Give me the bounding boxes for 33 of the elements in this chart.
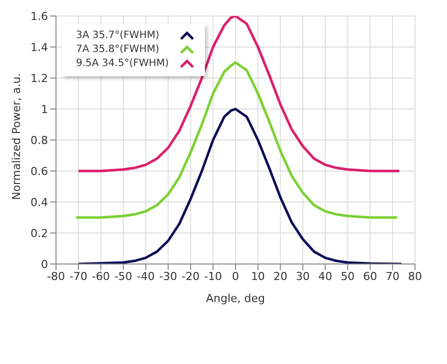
y-tick-label: 1.2 (30, 72, 48, 85)
y-tick-label: 1 (41, 102, 48, 116)
legend-label: 9.5A 34.5°(FWHM) (76, 58, 169, 69)
x-tick-label: -60 (92, 270, 110, 283)
legend-label: 3A 35.7°(FWHM) (76, 30, 160, 41)
x-tick-label: -70 (69, 270, 88, 283)
x-tick-label: -80 (47, 270, 65, 283)
y-tick-label: 0.4 (30, 196, 48, 209)
x-tick-label: 80 (408, 270, 422, 283)
y-tick-label: 0.2 (30, 226, 48, 240)
x-tick-label: -50 (114, 270, 132, 283)
x-tick-label: -10 (204, 270, 222, 283)
x-tick-label: 40 (318, 270, 332, 283)
x-tick-label: -30 (159, 270, 178, 283)
x-tick-label: 20 (273, 270, 288, 283)
x-tick-label: -20 (182, 270, 200, 283)
x-tick-label: 70 (386, 270, 400, 283)
line-series (77, 108, 403, 264)
y-tick-label: 0 (41, 258, 48, 271)
y-tick-label: 1.4 (30, 40, 48, 54)
x-tick-label: -40 (136, 270, 155, 283)
legend-label: 7A 35.8°(FWHM) (76, 44, 160, 55)
x-axis-title: Angle, deg (206, 292, 266, 305)
y-tick-label: 1.6 (30, 10, 48, 23)
x-tick-label: 0 (232, 270, 239, 283)
y-tick-label: 0.8 (30, 134, 48, 147)
x-tick-label: 10 (250, 270, 265, 283)
x-tick-label: 60 (363, 270, 378, 283)
y-axis-title: Normalized Power, a.u. (10, 73, 23, 200)
line-series (77, 16, 401, 172)
x-tick-label: 50 (340, 270, 355, 283)
x-tick-label: 30 (296, 270, 310, 283)
y-tick-label: 0.6 (30, 164, 48, 178)
